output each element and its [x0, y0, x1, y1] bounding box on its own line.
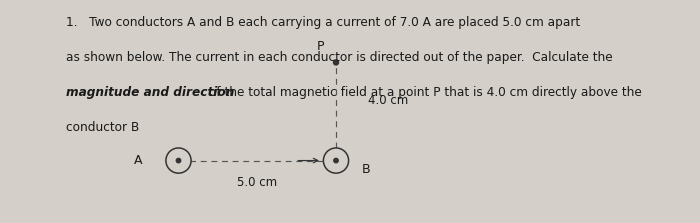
Text: as shown below. The current in each conductor is directed out of the paper.  Cal: as shown below. The current in each cond…	[66, 51, 613, 64]
Text: 4.0 cm: 4.0 cm	[368, 94, 409, 107]
Ellipse shape	[323, 148, 349, 173]
Ellipse shape	[333, 60, 339, 65]
Text: A: A	[134, 154, 142, 167]
Ellipse shape	[176, 158, 181, 163]
Ellipse shape	[334, 158, 338, 163]
Text: P: P	[317, 40, 324, 53]
Text: 1.   Two conductors A and B each carrying a current of 7.0 A are placed 5.0 cm a: 1. Two conductors A and B each carrying …	[66, 16, 580, 29]
Text: B: B	[362, 163, 370, 176]
Text: magnitude and direction: magnitude and direction	[66, 86, 235, 99]
Text: of the total magnetic field at a point P that is 4.0 cm directly above the: of the total magnetic field at a point P…	[205, 86, 642, 99]
Text: conductor B: conductor B	[66, 121, 140, 134]
Text: 5.0 cm: 5.0 cm	[237, 176, 277, 189]
Ellipse shape	[166, 148, 191, 173]
